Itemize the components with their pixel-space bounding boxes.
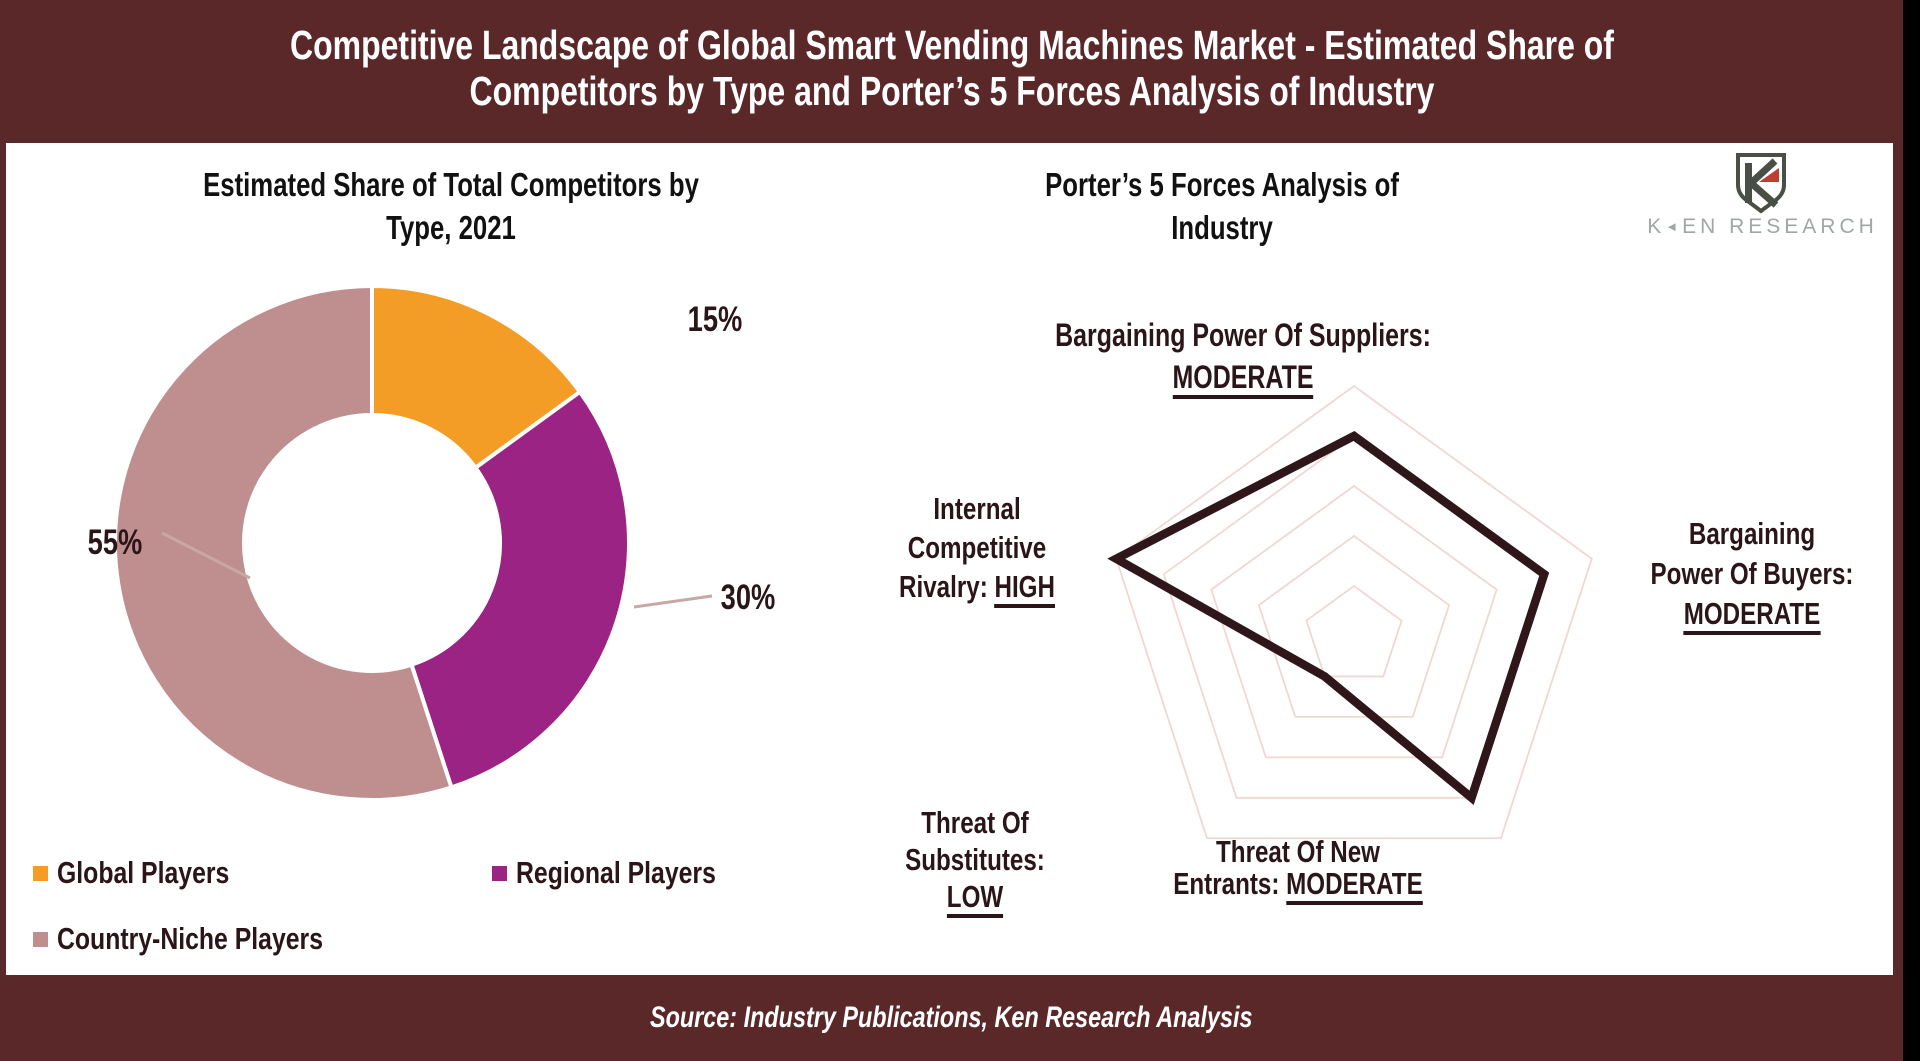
legend-item-global-players: Global Players	[33, 855, 272, 891]
logo-k-lower-arm	[1748, 180, 1779, 208]
radar-ring-5	[1115, 384, 1593, 840]
donut-slice-country-niche-players	[113, 283, 454, 802]
radar-ring-3	[1210, 484, 1498, 759]
logo-arrow-icon: ◄	[1665, 219, 1683, 234]
footer-band: Source: Industry Publications, Ken Resea…	[0, 975, 1903, 1061]
legend-label: Country-Niche Players	[57, 921, 323, 956]
radar-ring-2	[1257, 534, 1451, 718]
donut-slice-regional-players	[409, 389, 631, 790]
donut-chart	[113, 283, 713, 802]
legend-swatch-purple	[492, 865, 507, 881]
radar-label-new-entrants: Threat Of New Entrants: MODERATE	[1098, 836, 1498, 905]
source-note: Source: Industry Publications, Ken Resea…	[650, 1001, 1253, 1034]
donut-slices	[113, 283, 631, 802]
logo-k-bar	[1745, 163, 1752, 203]
rating-suppliers: MODERATE	[1172, 359, 1314, 399]
radar-values-polygon	[1107, 431, 1550, 806]
legend-swatch-mauve	[33, 931, 48, 947]
leader-line-30	[633, 594, 713, 609]
legend-label: Regional Players	[516, 855, 716, 890]
ken-research-wordmark: K◄EN RESEARCH	[1647, 215, 1878, 238]
logo-k-upper-arm	[1748, 158, 1778, 186]
rating-buyers: MODERATE	[1683, 596, 1821, 635]
radar-ring-1	[1305, 584, 1403, 678]
slice-label-country-niche-players: 55%	[87, 523, 143, 562]
donut-chart-title: Estimated Share of Total Competitors by …	[203, 166, 699, 246]
header-band: Competitive Landscape of Global Smart Ve…	[0, 0, 1903, 143]
content-area	[6, 143, 1893, 975]
leader-line-55	[161, 531, 251, 580]
radar-label-suppliers: Bargaining Power Of Suppliers: MODERATE	[943, 314, 1543, 399]
radar-label-buyers: Bargaining Power Of Buyers: MODERATE	[1602, 514, 1902, 635]
radar-data-polygon	[1107, 431, 1550, 806]
slice-label-global-players: 15%	[687, 300, 743, 339]
donut-slice-global-players	[370, 283, 583, 471]
radar-chart	[1107, 384, 1593, 840]
radar-chart-title: Porter’s 5 Forces Analysis of Industry	[1045, 166, 1399, 246]
legend-swatch-orange	[33, 865, 48, 881]
legend-item-country-niche-players: Country-Niche Players	[33, 921, 390, 957]
radar-label-substitutes: Threat Of Substitutes: LOW	[825, 804, 1125, 918]
rating-new-entrants: MODERATE	[1286, 866, 1423, 905]
rating-substitutes: LOW	[946, 879, 1004, 918]
legend-item-regional-players: Regional Players	[492, 855, 766, 891]
logo-red-triangle-icon	[1759, 168, 1779, 182]
slice-label-regional-players: 30%	[720, 578, 776, 617]
ken-research-logo-shield	[1736, 153, 1786, 214]
rating-rivalry: HIGH	[994, 569, 1055, 608]
radar-gridlines	[1115, 384, 1593, 840]
legend-label: Global Players	[57, 855, 230, 890]
page-title: Competitive Landscape of Global Smart Ve…	[290, 22, 1614, 114]
radar-label-rivalry: Internal Competitive Rivalry: HIGH	[827, 489, 1127, 608]
